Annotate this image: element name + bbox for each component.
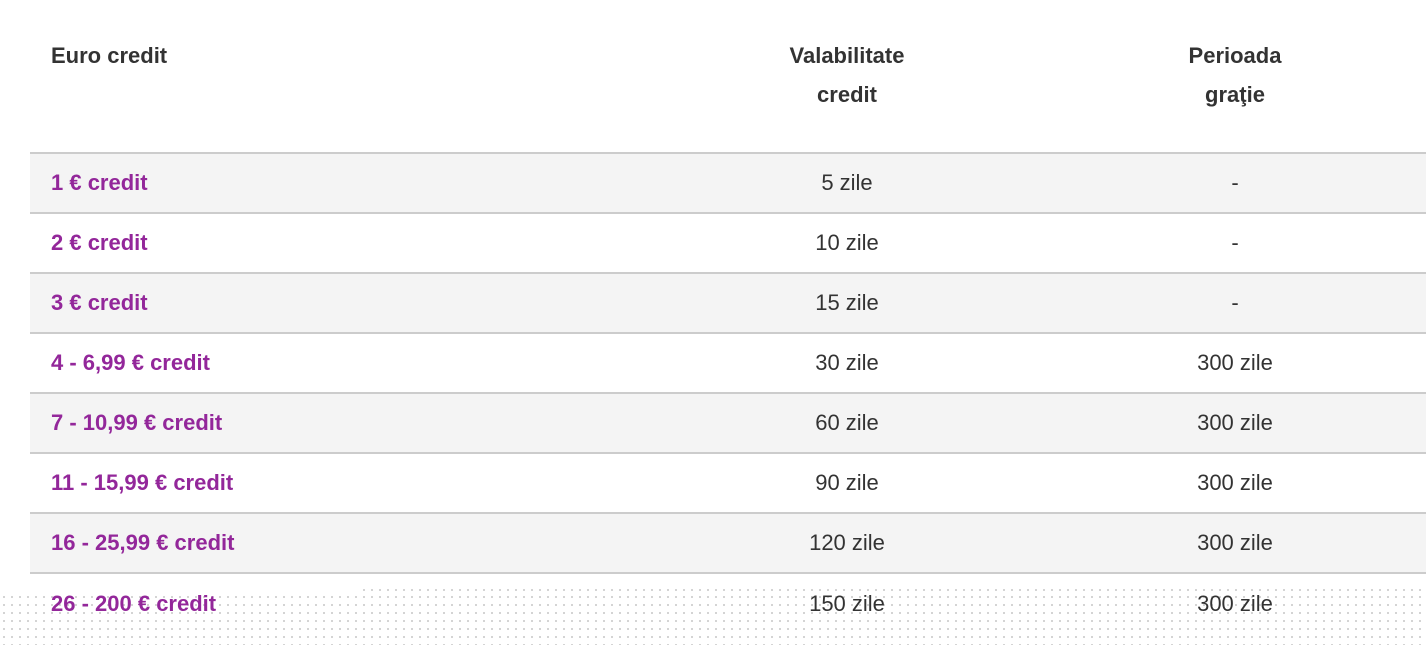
- grace-period-cell: 300 zile: [1044, 513, 1426, 574]
- validity-cell: 150 zile: [809, 591, 885, 616]
- header-euro-credit: Euro credit: [30, 0, 650, 154]
- grace-period-cell: -: [1044, 213, 1426, 274]
- validity-cell: 60 zile: [650, 393, 1044, 454]
- credit-amount-cell: 3 € credit: [30, 273, 650, 334]
- credit-amount-cell: 16 - 25,99 € credit: [30, 513, 650, 574]
- validity-cell: 10 zile: [650, 213, 1044, 274]
- credit-validity-table: Euro credit Valabilitate credit Perioada g…: [30, 0, 1426, 634]
- table-row: 26 - 200 € credit 150 zile 300 zile: [30, 573, 1426, 634]
- header-valabilitate: Valabilitate credit: [650, 0, 1044, 154]
- grace-period-cell: -: [1044, 153, 1426, 214]
- validity-cell: 120 zile: [650, 513, 1044, 574]
- grace-period-cell: -: [1044, 273, 1426, 334]
- dotted-background: [360, 586, 1426, 594]
- credit-amount-cell: 4 - 6,99 € credit: [30, 333, 650, 394]
- validity-cell: 15 zile: [650, 273, 1044, 334]
- table-row: 4 - 6,99 € credit 30 zile 300 zile: [30, 333, 1426, 394]
- header-text: Euro credit: [51, 43, 168, 68]
- grace-period-cell: 300 zile: [1044, 333, 1426, 394]
- grace-period-cell: 300 zile: [1044, 453, 1426, 514]
- validity-cell: 30 zile: [650, 333, 1044, 394]
- credit-amount-cell: 1 € credit: [30, 153, 650, 214]
- table-row: 2 € credit 10 zile -: [30, 213, 1426, 274]
- dotted-background: [0, 593, 1426, 645]
- table-row: 7 - 10,99 € credit 60 zile 300 zile: [30, 393, 1426, 454]
- table-row: 11 - 15,99 € credit 90 zile 300 zile: [30, 453, 1426, 514]
- credit-amount-cell: 26 - 200 € credit: [51, 591, 217, 616]
- credit-amount-cell: 11 - 15,99 € credit: [30, 453, 650, 514]
- credit-amount-cell: 2 € credit: [30, 213, 650, 274]
- validity-cell: 90 zile: [650, 453, 1044, 514]
- credit-amount-cell: 7 - 10,99 € credit: [30, 393, 650, 454]
- table-row: 1 € credit 5 zile -: [30, 153, 1426, 214]
- table-row: 3 € credit 15 zile -: [30, 273, 1426, 334]
- table-row: 16 - 25,99 € credit 120 zile 300 zile: [30, 513, 1426, 574]
- header-text: Valabilitate: [789, 43, 905, 68]
- header-text: Perioada: [1188, 43, 1282, 68]
- header-perioada-gratie: Perioada graţie: [1044, 0, 1426, 154]
- table-header-row: Euro credit Valabilitate credit Perioada g…: [30, 0, 1426, 154]
- grace-period-cell: 300 zile: [1044, 393, 1426, 454]
- header-text: graţie: [1205, 82, 1265, 107]
- header-text: credit: [817, 82, 877, 107]
- grace-period-cell: 300 zile: [1197, 591, 1273, 616]
- validity-cell: 5 zile: [650, 153, 1044, 214]
